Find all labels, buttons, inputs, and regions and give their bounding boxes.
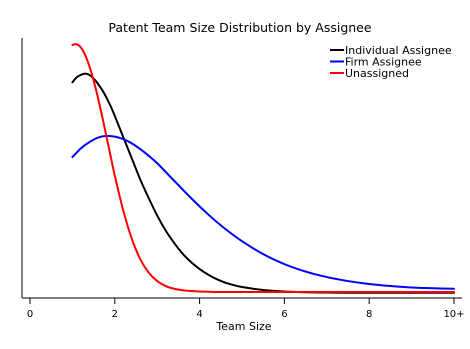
legend-label: Unassigned xyxy=(345,67,409,80)
x-tick-label: 2 xyxy=(112,309,118,320)
series-line-unassigned xyxy=(71,43,455,294)
legend-label: Firm Assignee xyxy=(345,56,422,69)
x-tick-label: 10+ xyxy=(443,309,464,320)
series-line-individual-assignee xyxy=(71,72,455,294)
series-line-firm-assignee xyxy=(71,134,455,290)
x-tick-label: 0 xyxy=(27,309,33,320)
x-tick-label: 6 xyxy=(281,309,287,320)
series-layer xyxy=(71,43,455,294)
chart-title: Patent Team Size Distribution by Assigne… xyxy=(108,20,371,35)
legend-label: Individual Assignee xyxy=(345,44,452,57)
x-ticks: 0 2 4 6 8 10+ xyxy=(27,298,465,320)
x-axis-label: Team Size xyxy=(215,320,271,333)
plot-axes xyxy=(21,38,462,299)
x-tick-label: 8 xyxy=(366,309,372,320)
x-tick-label: 4 xyxy=(196,309,202,320)
